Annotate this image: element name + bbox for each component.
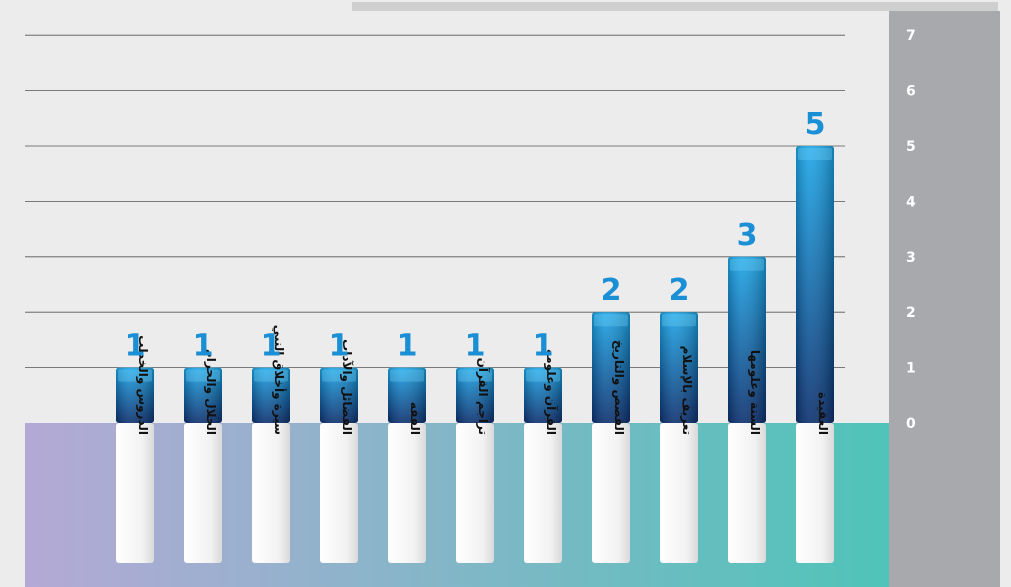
bar-highlight — [390, 369, 424, 382]
y-tick-label: 3 — [906, 250, 916, 266]
top-scrollbar — [352, 2, 998, 11]
y-tick-label: 4 — [906, 194, 916, 210]
bar-highlight — [526, 369, 560, 382]
category-label: سيرة وأخلاق النبي — [271, 325, 287, 435]
category-label: العقيدة — [816, 392, 830, 435]
bar-shade — [184, 367, 222, 423]
bar-shade — [592, 312, 630, 423]
bar-highlight — [594, 314, 628, 327]
category-label: الفضائل والآداب — [339, 339, 354, 435]
category-pill — [728, 423, 766, 563]
value-label: 2 — [601, 273, 622, 308]
value-label: 1 — [533, 329, 554, 364]
category-label: تراجم القرآن — [476, 358, 491, 435]
bar-shade — [524, 367, 562, 423]
value-label: 1 — [329, 329, 350, 364]
category-pill — [524, 423, 562, 563]
y-axis-ticks: 0 1 2 3 4 5 6 7 — [906, 28, 916, 432]
value-label: 1 — [193, 329, 214, 364]
category-pill — [592, 423, 630, 563]
bar-highlight — [662, 314, 696, 327]
y-tick-label: 2 — [906, 305, 916, 321]
bar-highlight — [730, 258, 764, 271]
value-label: 1 — [125, 329, 146, 364]
bar-shade — [796, 146, 834, 423]
bar-highlight — [186, 369, 220, 382]
y-tick-label: 6 — [906, 84, 916, 100]
category-label: تعريف بالإسلام — [679, 346, 694, 435]
bar-shade — [456, 367, 494, 423]
category-pill — [456, 423, 494, 563]
value-label: 1 — [261, 329, 282, 364]
category-labels: العقيدة السنة وعلومها تعريف بالإسلام القصص … — [116, 325, 834, 563]
bar-highlight — [118, 369, 152, 382]
value-label: 3 — [737, 218, 758, 253]
category-label: الحلال والحرام — [203, 349, 218, 435]
value-label: 5 — [805, 107, 826, 142]
category-pill — [660, 423, 698, 563]
bar-shade — [660, 312, 698, 423]
category-pill — [796, 423, 834, 563]
bar-shade — [728, 256, 766, 423]
y-tick-label: 5 — [906, 139, 916, 155]
category-pill — [388, 423, 426, 563]
category-pill — [320, 423, 358, 563]
y-tick-label: 1 — [906, 361, 916, 377]
bar-highlight — [458, 369, 492, 382]
bar-highlight — [254, 369, 288, 382]
value-label: 1 — [397, 329, 418, 364]
gridlines — [25, 34, 845, 369]
value-label: 1 — [465, 329, 486, 364]
y-tick-label: 0 — [906, 416, 916, 432]
category-label: الفقه — [408, 402, 422, 435]
value-labels: 5 3 2 2 1 1 1 1 1 1 1 — [125, 107, 826, 364]
category-label: الدروس والخطب — [135, 335, 150, 435]
value-label: 2 — [669, 273, 690, 308]
bar-highlight — [322, 369, 356, 382]
bar-shade — [388, 367, 426, 423]
bar-shade — [252, 367, 290, 423]
bars — [116, 146, 834, 423]
category-label: القرآن وعلومه — [543, 349, 559, 435]
category-pill — [184, 423, 222, 563]
category-label: السنة وعلومها — [747, 350, 762, 435]
category-pill — [252, 423, 290, 563]
bar-highlight — [798, 148, 832, 160]
category-label: القصص والتاريخ — [611, 340, 626, 435]
bar-shade — [116, 367, 154, 423]
category-pill — [116, 423, 154, 563]
axis-panel — [889, 11, 1000, 587]
bar-shade — [320, 367, 358, 423]
y-tick-label: 7 — [906, 28, 916, 44]
